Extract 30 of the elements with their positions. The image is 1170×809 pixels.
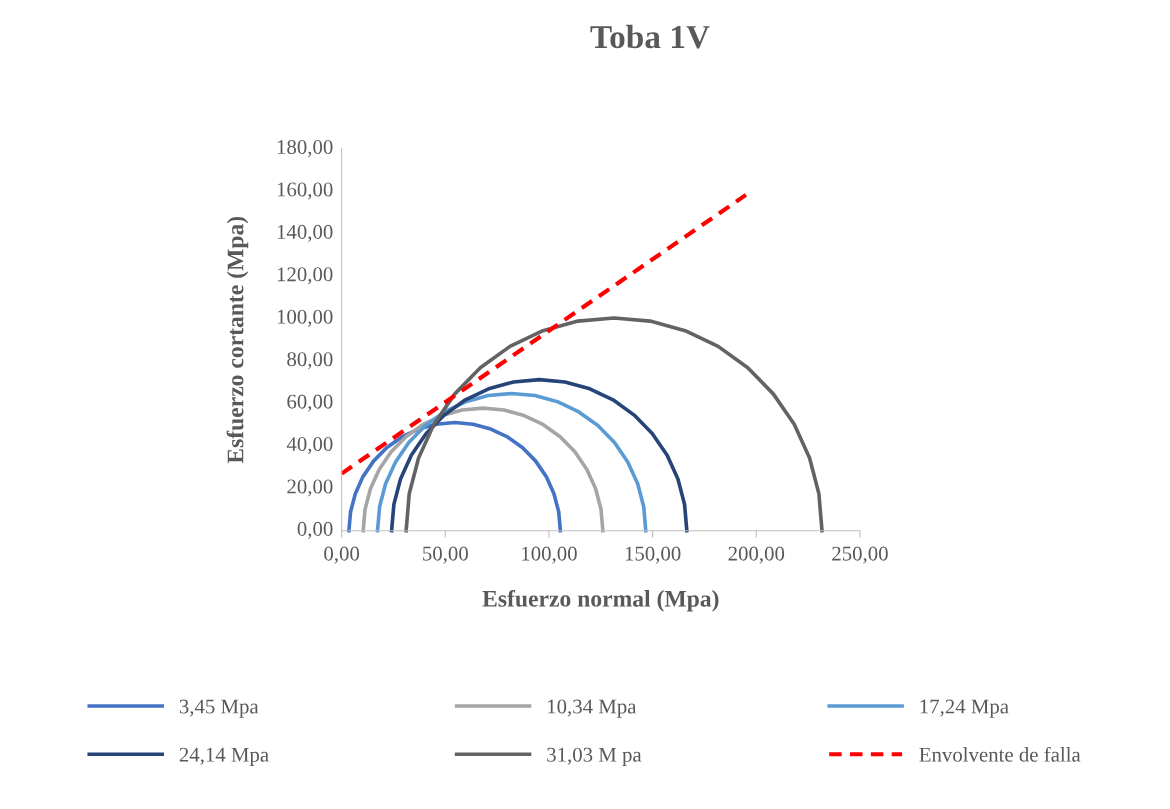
y-tick-label: 60,00 — [287, 394, 333, 412]
legend-label: 24,14 Mpa — [179, 747, 269, 766]
line-series — [375, 391, 648, 533]
y-tick-label: 160,00 — [277, 182, 333, 200]
chart-title: Toba 1V — [590, 24, 710, 49]
x-tick-label: 50,00 — [423, 546, 468, 564]
y-tick-label: 40,00 — [286, 437, 333, 455]
y-tick-label: 120,00 — [277, 267, 333, 285]
y-axis-title: Esfuerzo cortante (Mpa) — [226, 216, 249, 464]
y-tick-label: 140,00 — [277, 224, 333, 242]
x-axis-title: Esfuerzo normal (Mpa) — [482, 589, 719, 612]
y-tick-label: 80,00 — [287, 352, 333, 370]
y-tick-label: 20,00 — [287, 479, 333, 497]
line-series — [404, 316, 824, 533]
y-tick-label: 180,00 — [277, 140, 333, 158]
legend-label: 10,34 Mpa — [548, 699, 637, 718]
line-series — [361, 406, 605, 533]
y-tick-label: 100,00 — [277, 309, 333, 327]
line-series — [389, 377, 689, 533]
x-tick-label: 200,00 — [728, 546, 785, 564]
x-tick-label: 150,00 — [625, 546, 681, 564]
y-tick-label: 0,00 — [297, 521, 333, 539]
line-series — [347, 420, 563, 533]
x-tick-label: 250,00 — [832, 546, 888, 564]
x-tick-label: 0,00 — [324, 546, 360, 564]
legend-label: Envolvente de falla — [919, 746, 1081, 762]
legend-label: 31,03 M pa — [547, 747, 642, 766]
x-tick-label: 100,00 — [522, 546, 577, 564]
legend-label: 17,24 Mpa — [920, 699, 1009, 718]
legend-label: 3,45 Mpa — [179, 699, 259, 718]
